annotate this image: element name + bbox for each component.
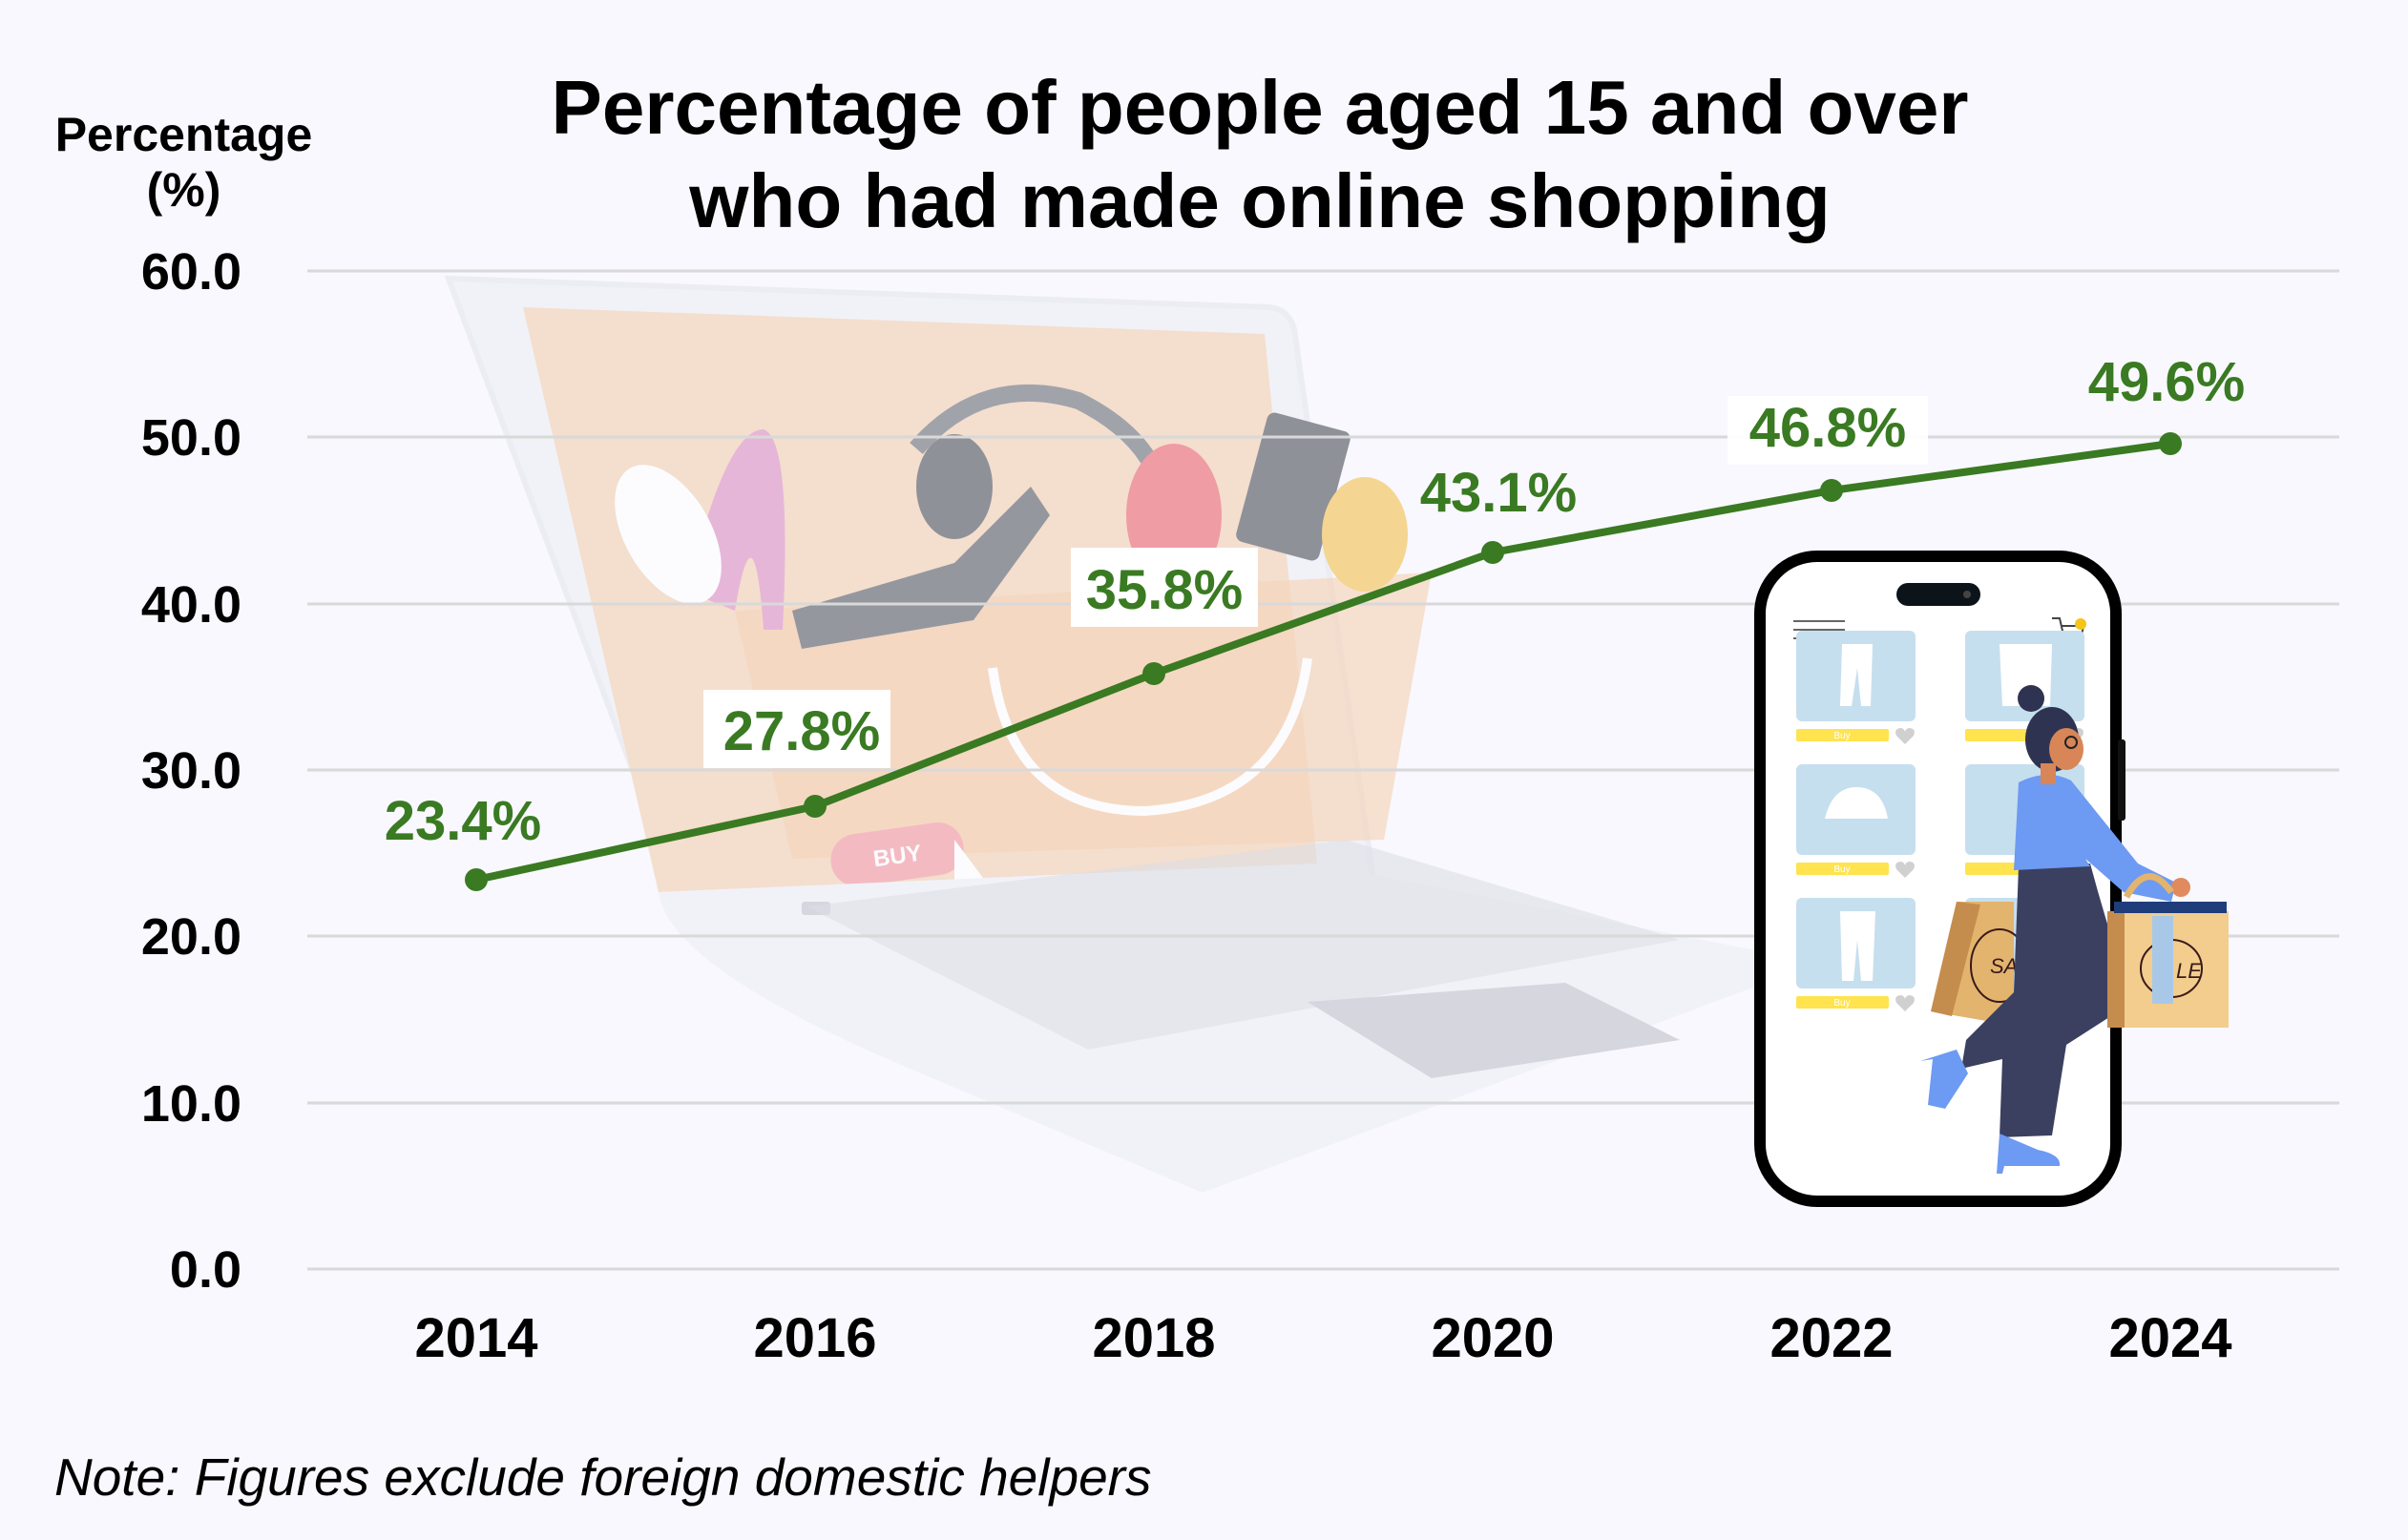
y-tick: 50.0 [141,409,241,467]
svg-text:Buy: Buy [1833,864,1850,875]
data-point-2018[interactable] [1142,662,1165,685]
y-axis-ticks: 60.0 50.0 40.0 30.0 20.0 10.0 0.0 [141,243,241,1299]
data-label-2016: 27.8% [723,700,880,762]
x-tick: 2016 [753,1307,876,1369]
y-tick: 10.0 [141,1075,241,1133]
data-label-2014: 23.4% [385,790,541,852]
data-point-2024[interactable] [2159,432,2182,455]
y-tick: 60.0 [141,243,241,301]
shopping-bag-right-icon: LE [2107,873,2229,1028]
y-tick: 0.0 [170,1241,241,1299]
x-tick: 2018 [1092,1307,1215,1369]
chart-title: Percentage of people aged 15 and over wh… [0,61,2408,248]
data-point-2022[interactable] [1820,479,1843,502]
data-point-2016[interactable] [804,795,827,818]
shopping-bag-left-icon: SA [1931,902,2029,1026]
x-tick: 2022 [1769,1307,1893,1369]
data-point-2020[interactable] [1481,541,1504,564]
y-axis-title-line2: (%) [146,163,221,217]
y-tick: 30.0 [141,742,241,800]
svg-text:LE: LE [2176,959,2202,983]
y-tick: 20.0 [141,908,241,966]
data-point-2014[interactable] [465,868,488,891]
x-axis-ticks: 2014 2016 2018 2020 2022 2024 [414,1307,2231,1369]
x-tick: 2024 [2108,1307,2231,1369]
camera-island [1896,583,1980,606]
chart-title-line2: who had made online shopping [689,158,1831,243]
svg-text:Buy: Buy [1833,731,1850,741]
svg-text:Buy: Buy [1833,998,1850,1009]
y-tick: 40.0 [141,576,241,634]
data-label-2022: 46.8% [1749,397,1906,459]
y-axis-title: Percentage (%) [19,107,348,218]
data-label-2024: 49.6% [2088,351,2245,413]
x-tick: 2020 [1431,1307,1554,1369]
footnote: Note: Figures exclude foreign domestic h… [54,1447,1152,1507]
data-labels: 23.4% 27.8% 35.8% 43.1% 46.8% 49.6% [385,351,2245,852]
y-axis-title-line1: Percentage [54,108,313,161]
chart-title-line1: Percentage of people aged 15 and over [551,65,1969,150]
x-tick: 2014 [414,1307,537,1369]
data-label-2020: 43.1% [1420,462,1577,524]
svg-text:SA: SA [1990,954,2018,978]
data-label-2018: 35.8% [1086,559,1243,621]
